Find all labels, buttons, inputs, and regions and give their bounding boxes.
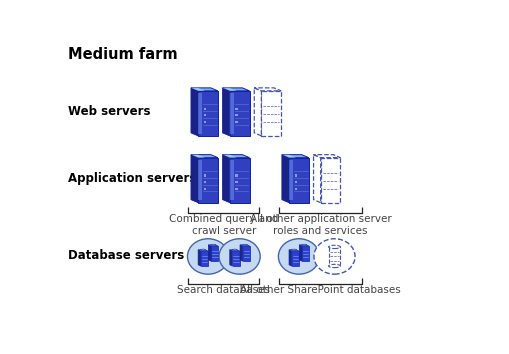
Polygon shape — [289, 160, 293, 200]
Polygon shape — [299, 245, 301, 261]
Polygon shape — [211, 246, 218, 261]
Polygon shape — [313, 155, 320, 202]
Polygon shape — [294, 188, 296, 190]
Polygon shape — [281, 155, 289, 202]
Polygon shape — [229, 250, 239, 251]
Polygon shape — [229, 160, 234, 200]
Polygon shape — [222, 88, 249, 91]
Ellipse shape — [210, 244, 215, 246]
Polygon shape — [294, 181, 296, 183]
Ellipse shape — [291, 249, 296, 251]
Polygon shape — [197, 91, 217, 136]
Text: Medium farm: Medium farm — [68, 47, 177, 62]
Ellipse shape — [200, 249, 205, 251]
Polygon shape — [229, 91, 249, 136]
Polygon shape — [197, 160, 202, 200]
Polygon shape — [289, 158, 308, 202]
Ellipse shape — [187, 239, 228, 274]
Polygon shape — [240, 245, 242, 261]
Polygon shape — [328, 247, 340, 266]
Polygon shape — [261, 91, 280, 136]
Polygon shape — [235, 121, 237, 123]
Polygon shape — [235, 181, 237, 183]
Polygon shape — [242, 246, 249, 261]
Text: Web servers: Web servers — [68, 105, 150, 119]
Polygon shape — [203, 175, 206, 177]
Polygon shape — [232, 251, 239, 266]
Ellipse shape — [328, 245, 340, 249]
Text: Application servers: Application servers — [68, 172, 195, 185]
Polygon shape — [222, 88, 229, 136]
Polygon shape — [203, 121, 206, 123]
Polygon shape — [191, 88, 217, 91]
Polygon shape — [191, 88, 197, 136]
Polygon shape — [301, 246, 308, 261]
Text: All other application server
roles and services: All other application server roles and s… — [249, 214, 391, 236]
Polygon shape — [281, 155, 295, 158]
Polygon shape — [203, 108, 206, 110]
Polygon shape — [229, 158, 249, 202]
Polygon shape — [222, 155, 236, 158]
Polygon shape — [197, 158, 217, 202]
Polygon shape — [254, 88, 261, 136]
Polygon shape — [289, 250, 291, 266]
Polygon shape — [299, 245, 308, 246]
Polygon shape — [191, 88, 205, 91]
Polygon shape — [203, 181, 206, 183]
Polygon shape — [320, 158, 340, 202]
Polygon shape — [289, 250, 298, 251]
Polygon shape — [235, 108, 237, 110]
Polygon shape — [197, 93, 202, 133]
Polygon shape — [229, 250, 232, 266]
Polygon shape — [197, 250, 208, 251]
Polygon shape — [197, 250, 201, 266]
Ellipse shape — [301, 244, 306, 246]
Ellipse shape — [278, 239, 319, 274]
Ellipse shape — [314, 239, 354, 274]
Polygon shape — [240, 245, 249, 246]
Polygon shape — [203, 188, 206, 190]
Text: All other SharePoint databases: All other SharePoint databases — [240, 285, 400, 295]
Text: Database servers: Database servers — [68, 249, 184, 262]
Polygon shape — [222, 155, 229, 202]
Polygon shape — [291, 251, 298, 266]
Polygon shape — [208, 245, 211, 261]
Ellipse shape — [328, 264, 340, 268]
Polygon shape — [208, 245, 218, 246]
Polygon shape — [313, 155, 340, 158]
Polygon shape — [203, 114, 206, 116]
Polygon shape — [191, 155, 205, 158]
Polygon shape — [235, 114, 237, 116]
Polygon shape — [229, 93, 234, 133]
Ellipse shape — [219, 239, 260, 274]
Text: Search databases: Search databases — [177, 285, 270, 295]
Polygon shape — [254, 88, 280, 91]
Polygon shape — [294, 175, 296, 177]
Polygon shape — [235, 188, 237, 190]
Polygon shape — [222, 155, 249, 158]
Polygon shape — [281, 155, 308, 158]
Polygon shape — [191, 155, 217, 158]
Ellipse shape — [232, 249, 237, 251]
Ellipse shape — [242, 244, 247, 246]
Polygon shape — [201, 251, 208, 266]
Polygon shape — [222, 88, 236, 91]
Polygon shape — [191, 155, 197, 202]
Polygon shape — [235, 175, 237, 177]
Text: Combined query and
crawl server: Combined query and crawl server — [169, 214, 278, 236]
